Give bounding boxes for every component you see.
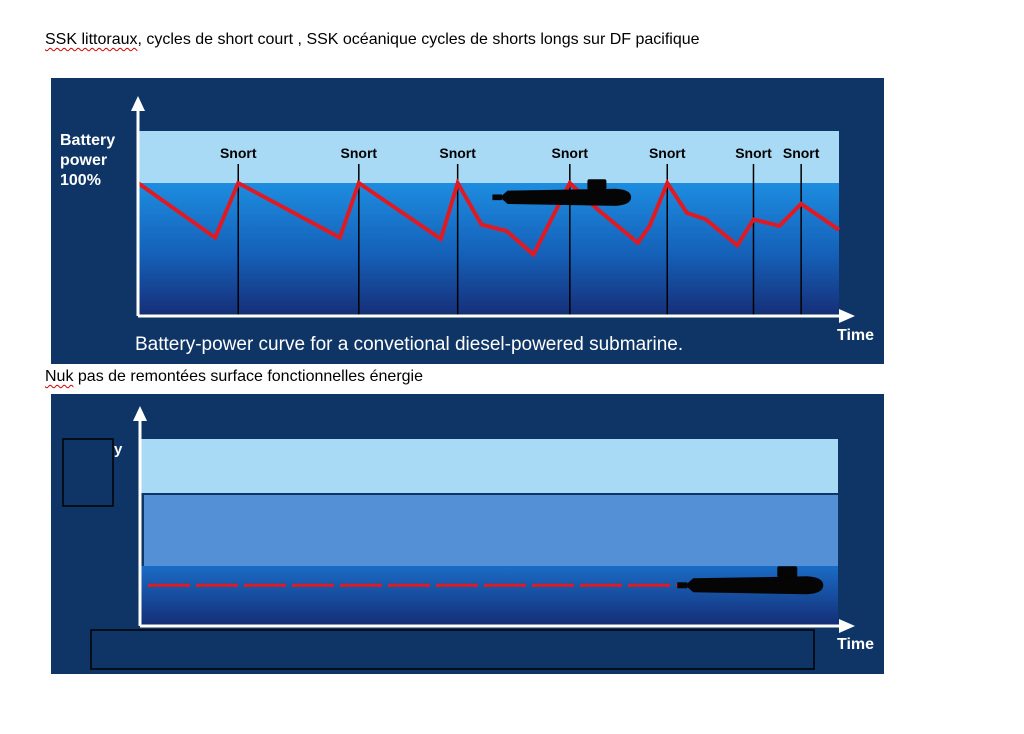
snort-label-4: Snort (552, 145, 589, 161)
heading-nuk-text: pas de remontées surface fonctionnelles … (73, 368, 423, 385)
submarine-hull (685, 576, 824, 595)
heading-ssk: SSK littoraux, cycles de short court , S… (45, 31, 700, 49)
heading-nuk-squiggle-word: Nuk (45, 368, 74, 385)
y-axis-arrow (133, 406, 147, 421)
snort-label-7: Snort (783, 145, 820, 161)
y-axis-arrow (131, 96, 145, 111)
upper-light-band (140, 439, 838, 493)
snort-markers: Snort Snort Snort Snort Snort Snort Snort (220, 145, 820, 316)
x-axis-label: Time (837, 327, 874, 344)
nuclear-battery-chart: y Time (51, 394, 884, 674)
lower-deep-band (140, 566, 838, 624)
y-axis-label-line-1: Battery (60, 132, 115, 149)
battery-full-band (138, 131, 839, 183)
battery-curve-chart: Snort Snort Snort Snort Snort Snort Snort Batt… (51, 78, 884, 364)
y-axis-label-fragment: y (114, 441, 123, 458)
submarine-sail (777, 566, 798, 578)
ylabel-cover (62, 438, 114, 507)
x-axis-arrow (839, 309, 855, 323)
x-axis-arrow (839, 619, 855, 633)
middle-blue-band (144, 495, 838, 566)
y-axis-label-line-3: 100% (60, 172, 101, 189)
submarine-sail (587, 179, 607, 190)
submarine-icon (677, 566, 824, 595)
y-axis-label-line-2: power (60, 152, 107, 169)
heading-ssk-squiggle-word: SSK littoraux (45, 31, 138, 48)
submarine-propeller (492, 194, 502, 201)
snort-label-6: Snort (735, 145, 772, 161)
heading-ssk-text: , cycles de short court , SSK océanique … (137, 31, 700, 48)
submarine-propeller (677, 582, 688, 589)
heading-nuk: Nuk pas de remontées surface fonctionnel… (45, 368, 423, 386)
snort-label-1: Snort (220, 145, 257, 161)
snort-label-2: Snort (341, 145, 378, 161)
chart-caption: Battery-power curve for a convetional di… (135, 334, 683, 355)
caption-cover (90, 629, 815, 670)
x-axis-label: Time (837, 636, 874, 653)
submarine-icon (492, 179, 632, 206)
submarine-hull (500, 188, 632, 206)
snort-label-5: Snort (649, 145, 686, 161)
battery-deep-band (138, 183, 839, 313)
snort-label-3: Snort (439, 145, 476, 161)
